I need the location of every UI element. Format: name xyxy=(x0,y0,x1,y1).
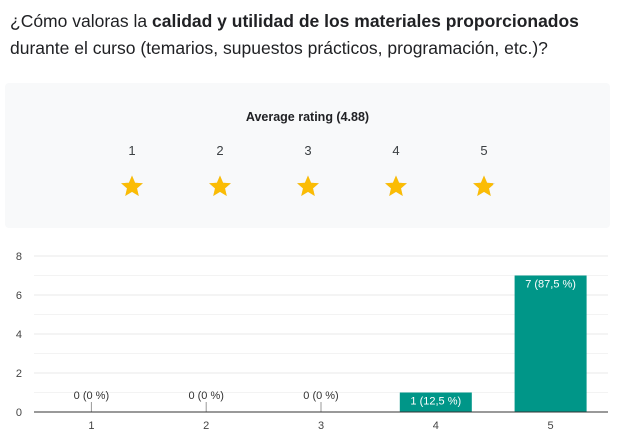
rating-label: 1 xyxy=(128,143,136,158)
star-icon xyxy=(121,175,143,196)
data-label: 0 (0 %) xyxy=(303,390,338,402)
data-label: 7 (87,5 %) xyxy=(525,279,576,291)
star-icon xyxy=(385,175,407,196)
y-tick-label: 6 xyxy=(16,290,22,302)
bar xyxy=(399,392,472,412)
bar xyxy=(514,275,587,412)
question-title: ¿Cómo valoras la calidad y utilidad de l… xyxy=(10,8,622,62)
rating-column-1: 1 xyxy=(112,143,152,203)
y-tick-label: 4 xyxy=(16,329,22,341)
rating-column-5: 5 xyxy=(464,143,504,203)
y-tick-label: 8 xyxy=(16,251,22,263)
x-tick-label: 1 xyxy=(88,420,94,432)
question-text-post: durante el curso (temarios, supuestos pr… xyxy=(10,38,548,58)
y-tick-label: 2 xyxy=(16,368,22,380)
star-icon xyxy=(297,175,319,196)
rating-label: 2 xyxy=(216,143,224,158)
x-tick-label: 3 xyxy=(318,420,324,432)
question-text-bold: calidad y utilidad de los materiales pro… xyxy=(152,11,579,31)
rating-column-4: 4 xyxy=(376,143,416,203)
data-label: 1 (12,5 %) xyxy=(410,396,461,408)
data-label: 0 (0 %) xyxy=(74,390,109,402)
star-icon xyxy=(209,175,231,196)
rating-summary-card: Average rating (4.88) 1 2 3 4 5 xyxy=(5,83,610,228)
x-tick-label: 5 xyxy=(548,420,554,432)
x-tick-label: 2 xyxy=(203,420,209,432)
data-label: 0 (0 %) xyxy=(188,390,223,402)
question-text-pre: ¿Cómo valoras la xyxy=(10,11,152,31)
rating-label: 5 xyxy=(480,143,488,158)
rating-label: 4 xyxy=(392,143,400,158)
x-tick-label: 4 xyxy=(433,420,439,432)
bar-chart: 0 2 4 6 8 0 (0 %) 1 0 (0 %) 2 0 (0 %) 3 1 (12,5 %) 4… xyxy=(16,251,608,432)
y-tick-label: 0 xyxy=(16,407,22,419)
rating-column-3: 3 xyxy=(288,143,328,203)
average-rating: Average rating (4.88) xyxy=(245,110,370,124)
rating-column-2: 2 xyxy=(200,143,240,203)
star-icon xyxy=(473,175,495,196)
rating-label: 3 xyxy=(304,143,312,158)
